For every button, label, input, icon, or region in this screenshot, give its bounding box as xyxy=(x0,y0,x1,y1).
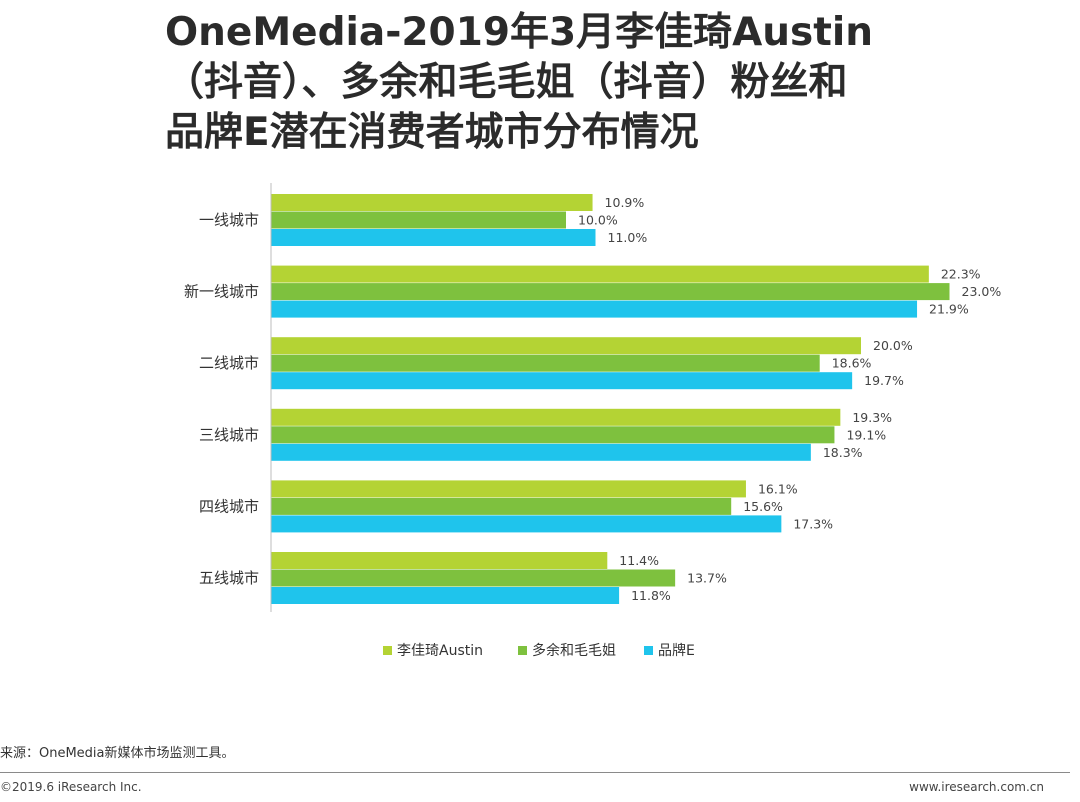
category-label: 新一线城市 xyxy=(184,283,259,301)
data-label: 18.3% xyxy=(823,445,863,460)
data-label: 19.1% xyxy=(846,427,886,442)
legend-swatch xyxy=(383,646,392,655)
bar xyxy=(271,372,853,390)
bar xyxy=(271,265,929,283)
title-line-3: 品牌E潜在消费者城市分布情况 xyxy=(165,110,699,155)
category-label: 二线城市 xyxy=(199,354,259,372)
category-label: 五线城市 xyxy=(199,569,259,587)
bar xyxy=(271,300,918,318)
bar xyxy=(271,229,596,246)
bar xyxy=(271,337,861,355)
data-label: 13.7% xyxy=(687,571,727,586)
website-link[interactable]: www.iresearch.com.cn xyxy=(909,780,1044,794)
data-label: 19.3% xyxy=(852,410,892,425)
category-label: 一线城市 xyxy=(199,211,259,229)
data-label: 10.9% xyxy=(605,195,645,210)
legend-label: 多余和毛毛姐 xyxy=(532,642,616,659)
data-label: 20.0% xyxy=(873,338,913,353)
legend-label: 品牌E xyxy=(658,642,695,659)
data-label: 22.3% xyxy=(941,267,981,282)
bar xyxy=(271,408,841,426)
bar xyxy=(271,211,566,229)
bar xyxy=(271,443,811,461)
data-label: 17.3% xyxy=(793,516,833,531)
data-label: 18.6% xyxy=(832,356,872,371)
bar xyxy=(271,480,746,498)
data-label: 11.8% xyxy=(631,588,671,603)
chart-title: OneMedia-2019年3月李佳琦Austin （抖音）、多余和毛毛姐（抖音… xyxy=(165,8,1045,158)
bar xyxy=(271,587,620,604)
data-label: 16.1% xyxy=(758,481,798,496)
data-label: 23.0% xyxy=(962,284,1002,299)
bar xyxy=(271,426,835,444)
bar xyxy=(271,569,676,587)
copyright: ©2019.6 iResearch Inc. xyxy=(0,780,142,794)
bar xyxy=(271,515,782,533)
bar xyxy=(271,283,950,301)
bar xyxy=(271,497,732,515)
legend-swatch xyxy=(518,646,527,655)
data-label: 11.4% xyxy=(619,553,659,568)
bar xyxy=(271,552,608,569)
legend-label: 李佳琦Austin xyxy=(397,643,483,659)
category-label: 三线城市 xyxy=(199,426,259,444)
bar-chart: 一线城市 10.9% 10.0% 11.0% 新一线城市 22.3% 23.0% 21.9% 二… xyxy=(184,183,1002,659)
data-label: 10.0% xyxy=(578,213,618,228)
legend-swatch xyxy=(644,646,653,655)
title-line-1: OneMedia-2019年3月李佳琦Austin xyxy=(165,10,874,55)
bar xyxy=(271,194,593,211)
data-label: 11.0% xyxy=(608,230,648,245)
category-label: 四线城市 xyxy=(199,497,259,515)
source-note: 来源：OneMedia新媒体市场监测工具。 xyxy=(0,746,235,761)
data-label: 19.7% xyxy=(864,373,904,388)
title-line-2: （抖音）、多余和毛毛姐（抖音）粉丝和 xyxy=(165,60,848,105)
data-label: 21.9% xyxy=(929,302,969,317)
data-label: 15.6% xyxy=(743,499,783,514)
footer-divider xyxy=(0,772,1070,773)
bar xyxy=(271,354,820,372)
